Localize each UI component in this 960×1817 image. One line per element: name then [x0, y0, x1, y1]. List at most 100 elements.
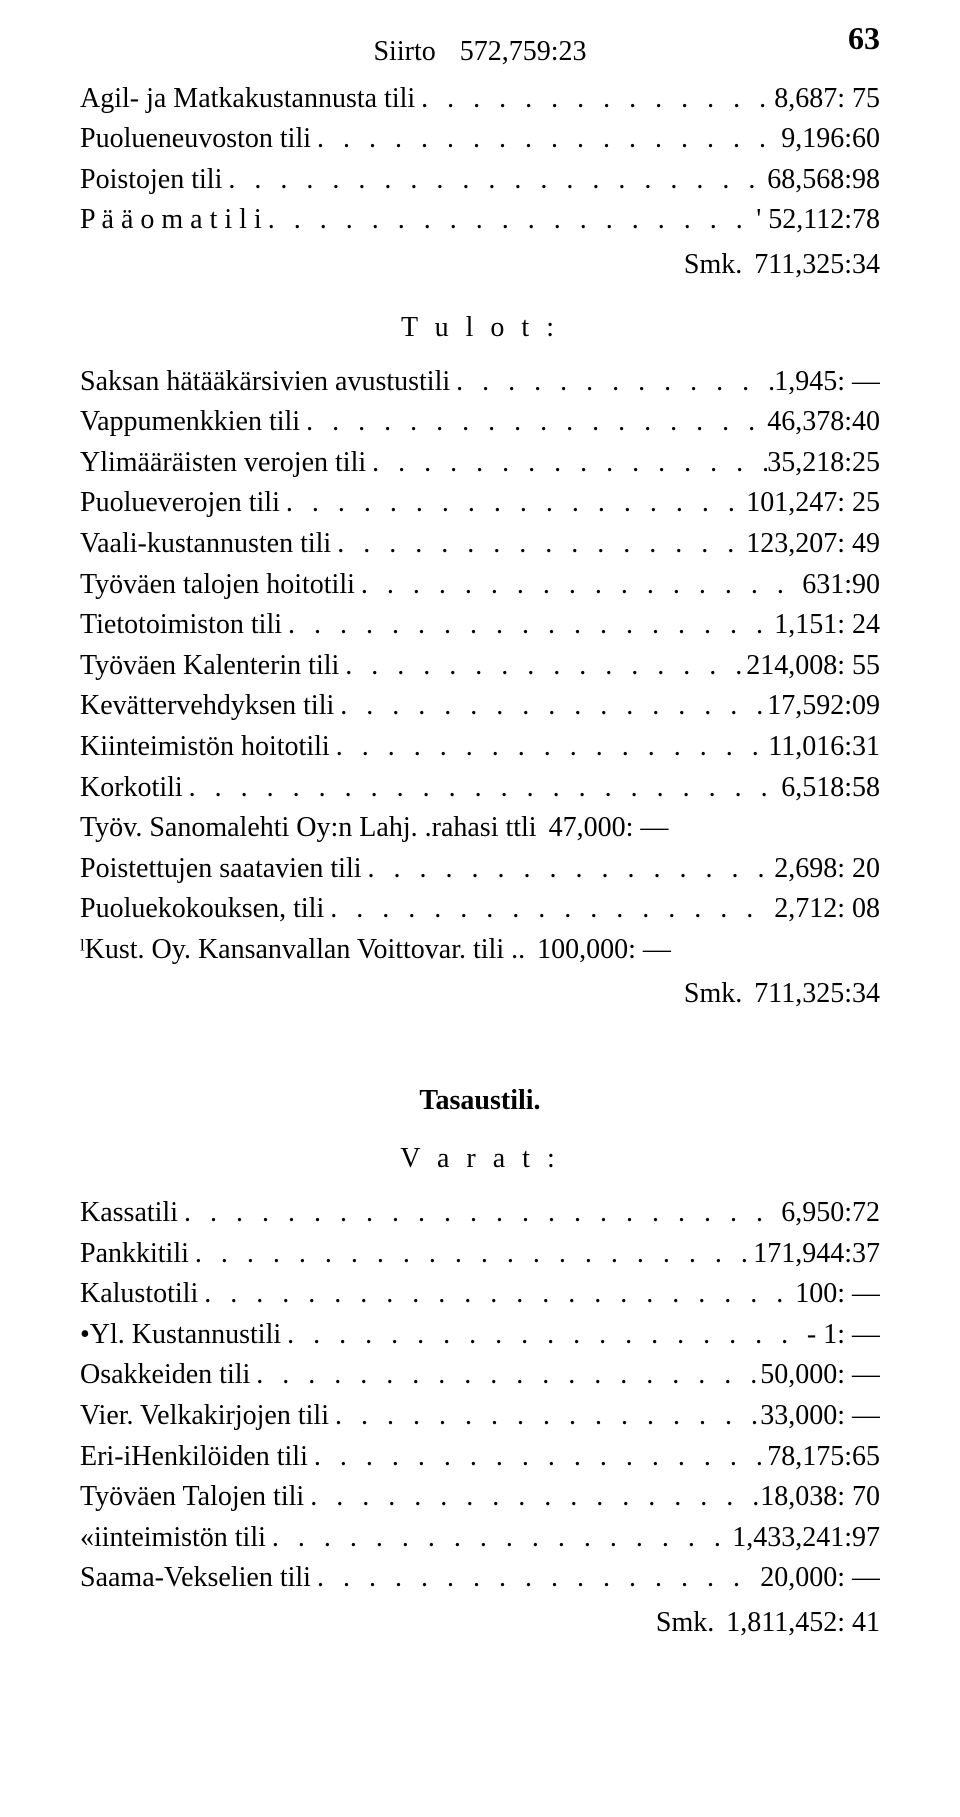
leader-dots: . . . . . . . . . . . . . . . . . . . . … — [280, 483, 746, 524]
ledger-row: Puoluekokouksen, tili. . . . . . . . . .… — [80, 889, 880, 930]
leader-dots: . . . . . . . . . . . . . . . . . . . . … — [189, 1234, 753, 1275]
row-label: ˡKust. Oy. Kansanvallan Voittovar. tili … — [80, 930, 525, 971]
leader-dots: . . . . . . . . . . . . . . . . . . . . … — [308, 1437, 767, 1478]
row-label: Korkotili — [80, 768, 183, 809]
ledger-row: Työväen Kalenterin tili. . . . . . . . .… — [80, 646, 880, 687]
leader-dots: . . . . . . . . . . . . . . . . . . . . … — [300, 402, 767, 443]
leader-dots: . . . . . . . . . . . . . . . . . . . . … — [250, 1355, 760, 1396]
row-label: Pankkitili — [80, 1234, 189, 1275]
row-value: - 1: — — [807, 1315, 880, 1356]
varat-total-value: 1,811,452: 41 — [726, 1603, 880, 1644]
row-label: Vier. Velkakirjojen tili — [80, 1396, 329, 1437]
ledger-row: Kiinteimistön hoitotili. . . . . . . . .… — [80, 727, 880, 768]
row-label: Eri-iHenkilöiden tili — [80, 1437, 308, 1478]
row-value: 6,950:72 — [781, 1193, 880, 1234]
tulot-heading: T u l o t : — [80, 312, 880, 344]
row-label: Saksan hätääkärsivien avustustili — [80, 362, 450, 403]
tulot-total-value: 711,325:34 — [754, 974, 880, 1015]
leader-dots: . . . . . . . . . . . . . . . . . . . . … — [415, 79, 774, 120]
ledger-row: Poistettujen saatavien tili. . . . . . .… — [80, 849, 880, 890]
row-value: 631:90 — [802, 565, 880, 606]
leader-dots: . . . . . . . . . . . . . . . . . . . . … — [311, 1558, 760, 1599]
leader-dots: . . . . . . . . . . . . . . . . . . . . … — [304, 1477, 760, 1518]
row-value: 68,568:98 — [767, 160, 880, 201]
row-value: 8,687: 75 — [774, 79, 880, 120]
row-label: Puoluekokouksen, tili — [80, 889, 324, 930]
leader-dots: . . . . . . . . . . . . . . . . . . . . … — [334, 686, 767, 727]
row-label: Kiinteimistön hoitotili — [80, 727, 330, 768]
leader-dots: . . . . . . . . . . . . . . . . . . . . … — [324, 889, 774, 930]
ledger-row: Ylimääräisten verojen tili. . . . . . . … — [80, 443, 880, 484]
row-label: «iinteimistön tili — [80, 1518, 266, 1559]
ledger-row: Korkotili. . . . . . . . . . . . . . . .… — [80, 768, 880, 809]
row-label: Agil- ja Matkakustannusta tili — [80, 79, 415, 120]
tulot-total-label: Smk. — [684, 974, 742, 1015]
leader-dots: . . . . . . . . . . . . . . . . . . . . … — [198, 1274, 795, 1315]
leader-dots: . . . . . . . . . . . . . . . . . . . . … — [262, 200, 756, 241]
varat-total-row: Smk. 1,811,452: 41 — [80, 1603, 880, 1644]
ledger-row: «iinteimistön tili. . . . . . . . . . . … — [80, 1518, 880, 1559]
ledger-row: Työväen talojen hoitotili. . . . . . . .… — [80, 565, 880, 606]
row-label: Työväen Kalenterin tili — [80, 646, 339, 687]
leader-dots: . . . . . . . . . . . . . . . . . . . . … — [266, 1518, 732, 1559]
varat-list: Kassatili. . . . . . . . . . . . . . . .… — [80, 1193, 880, 1599]
row-value: 171,944:37 — [753, 1234, 880, 1275]
row-label: P ä ä o m a t i l i — [80, 200, 262, 241]
row-label: •Yl. Kustannustili — [80, 1315, 281, 1356]
row-value: 17,592:09 — [767, 686, 880, 727]
tasaus-heading: Tasaustili. — [80, 1085, 880, 1117]
row-label: Kevättervehdyksen tili — [80, 686, 334, 727]
row-value: 33,000: — — [760, 1396, 880, 1437]
row-label: Vaali-kustannusten tili — [80, 524, 331, 565]
tulot-list: Saksan hätääkärsivien avustustili. . . .… — [80, 362, 880, 971]
varat-heading: V a r a t : — [80, 1143, 880, 1175]
ledger-row: Poistojen tili . . . . . . . . . . . . .… — [80, 160, 880, 201]
expenses-total-value: 711,325:34 — [754, 245, 880, 286]
ledger-row: Eri-iHenkilöiden tili. . . . . . . . . .… — [80, 1437, 880, 1478]
leader-dots: . . . . . . . . . . . . . . . . . . . . … — [331, 524, 746, 565]
ledger-row: Pankkitili. . . . . . . . . . . . . . . … — [80, 1234, 880, 1275]
row-value: 100,000: — — [537, 930, 671, 971]
expenses-total-row: Smk. 711,325:34 — [80, 245, 880, 286]
row-value: 1,151: 24 — [774, 605, 880, 646]
row-value: 20,000: — — [760, 1558, 880, 1599]
ledger-row: Saksan hätääkärsivien avustustili. . . .… — [80, 362, 880, 403]
row-value: 6,518:58 — [781, 768, 880, 809]
row-value: 11,016:31 — [768, 727, 880, 768]
row-value: 123,207: 49 — [746, 524, 880, 565]
leader-dots: . . . . . . . . . . . . . . . . . . . . … — [222, 160, 767, 201]
row-value: 47,000: — — [549, 808, 669, 849]
row-value: 1,945: — — [774, 362, 880, 403]
row-value: 2,712: 08 — [774, 889, 880, 930]
row-value: 2,698: 20 — [774, 849, 880, 890]
leader-dots: . . . . . . . . . . . . . . . . . . . . … — [362, 849, 775, 890]
ledger-row: Kalustotili. . . . . . . . . . . . . . .… — [80, 1274, 880, 1315]
page-number: 63 — [848, 20, 880, 57]
row-label: Kalustotili — [80, 1274, 198, 1315]
row-label: Puolueneuvoston tili — [80, 119, 311, 160]
leader-dots: . . . . . . . . . . . . . . . . . . . . … — [355, 565, 802, 606]
tulot-heading-text: T u l o t : — [401, 312, 559, 343]
leader-dots: . . . . . . . . . . . . . . . . . . . . … — [281, 1315, 807, 1356]
ledger-row: •Yl. Kustannustili. . . . . . . . . . . … — [80, 1315, 880, 1356]
varat-heading-text: V a r a t : — [400, 1143, 559, 1174]
ledger-row: Työväen Talojen tili. . . . . . . . . . … — [80, 1477, 880, 1518]
row-label: Työväen talojen hoitotili — [80, 565, 355, 606]
ledger-row: Vappumenkkien tili. . . . . . . . . . . … — [80, 402, 880, 443]
row-label: Osakkeiden tili — [80, 1355, 250, 1396]
row-value: 9,196:60 — [781, 119, 880, 160]
leader-dots: . . . . . . . . . . . . . . . . . . . . … — [329, 1396, 760, 1437]
row-value: 101,247: 25 — [746, 483, 880, 524]
leader-dots: . . . . . . . . . . . . . . . . . . . . … — [311, 119, 781, 160]
siirto-row: Siirto 572,759:23 — [80, 32, 880, 73]
row-label: Poistojen tili — [80, 160, 222, 201]
leader-dots: . . . . . . . . . . . . . . . . . . . . … — [366, 443, 767, 484]
ledger-row: Osakkeiden tili. . . . . . . . . . . . .… — [80, 1355, 880, 1396]
siirto-value: 572,759:23 — [460, 32, 587, 73]
row-value: 18,038: 70 — [760, 1477, 880, 1518]
siirto-label: Siirto — [373, 32, 435, 73]
ledger-row: Vaali-kustannusten tili. . . . . . . . .… — [80, 524, 880, 565]
row-label: Poistettujen saatavien tili — [80, 849, 362, 890]
row-label: Vappumenkkien tili — [80, 402, 300, 443]
ledger-row: Kevättervehdyksen tili. . . . . . . . . … — [80, 686, 880, 727]
